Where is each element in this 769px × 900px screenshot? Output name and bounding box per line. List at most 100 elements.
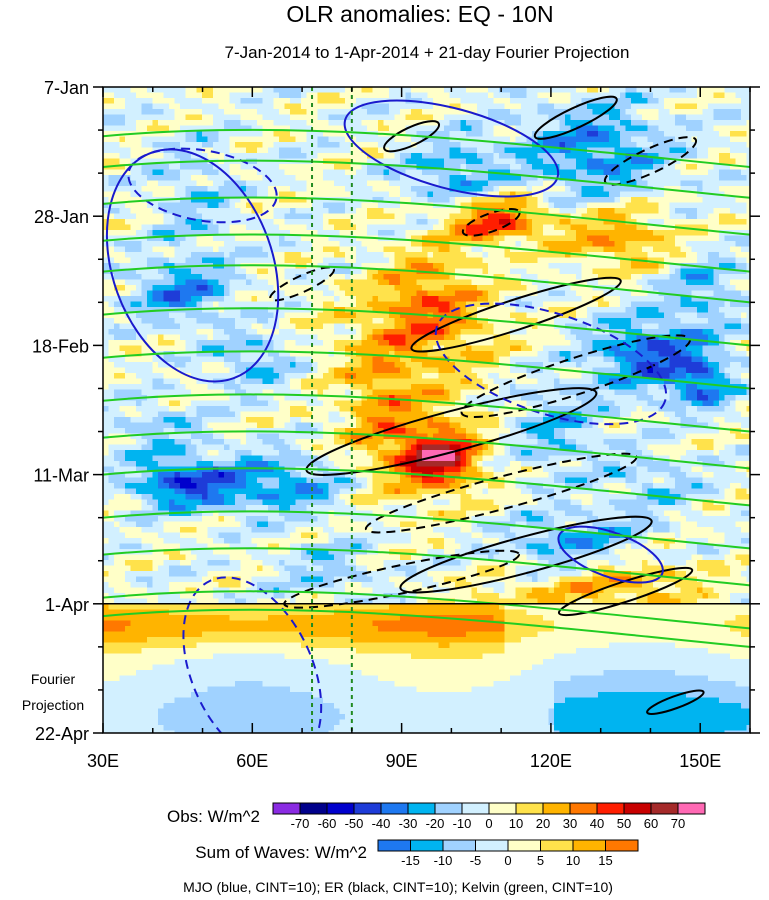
mjo-contour <box>557 525 664 584</box>
colorbar-cell <box>569 802 598 815</box>
y-tick-label: 11-Mar <box>33 466 89 486</box>
colorbar-label: 50 <box>617 816 631 831</box>
y-tick-label: 7-Jan <box>44 78 89 98</box>
obs-colorbar-legend: Obs: W/m^2 -70 -60 -50 -40 -30 -20 -10 0 10 20 30 4… <box>167 802 706 831</box>
colorbar-label: -10 <box>434 853 453 868</box>
colorbar-cell <box>377 839 411 852</box>
x-tick-label: 120E <box>530 751 572 771</box>
x-axis: 30E 60E 90E 120E 150E <box>87 87 751 771</box>
colorbar-label: -5 <box>470 853 482 868</box>
colorbar-label: 40 <box>590 816 604 831</box>
colorbar-cell <box>572 839 606 852</box>
er-contour <box>603 136 698 186</box>
kelvin-contour <box>103 159 750 199</box>
x-tick-label: 150E <box>679 751 721 771</box>
olr-anomaly-field <box>103 87 750 733</box>
colorbar-cell <box>605 839 639 852</box>
colorbar-cell <box>442 839 476 852</box>
colorbar-cell <box>542 802 571 815</box>
er-contour <box>383 120 441 153</box>
kelvin-contour <box>103 307 750 347</box>
colorbar-cell <box>434 802 463 815</box>
projection-label-line2: Projection <box>22 697 84 713</box>
kelvin-contour <box>103 590 750 630</box>
y-tick-label: 28-Jan <box>34 207 89 227</box>
kelvin-contour <box>103 430 750 470</box>
kelvin-contour <box>103 547 750 587</box>
colorbar-cell <box>540 839 574 852</box>
colorbar-cell <box>515 802 544 815</box>
wave-colorbar-legend: Sum of Waves: W/m^2 -15 -10 -5 0 5 10 15 <box>195 839 639 868</box>
colorbar-label: 60 <box>644 816 658 831</box>
mjo-contour <box>182 576 323 733</box>
kelvin-contour <box>103 233 750 273</box>
colorbar-label: 15 <box>598 853 612 868</box>
er-contour <box>269 266 335 302</box>
kelvin-contour <box>103 467 750 507</box>
colorbar-label: 20 <box>536 816 550 831</box>
colorbar-cell <box>407 802 436 815</box>
colorbar-label: 0 <box>485 816 492 831</box>
kelvin-contour <box>103 196 750 236</box>
kelvin-contour <box>103 393 750 433</box>
colorbar-label: -50 <box>345 816 364 831</box>
colorbar-label: -15 <box>401 853 420 868</box>
colorbar-cell <box>623 802 652 815</box>
colorbar-cell <box>461 802 490 815</box>
colorbar-label: -20 <box>426 816 445 831</box>
chart-title: OLR anomalies: EQ - 10N <box>286 1 553 27</box>
mjo-contour <box>343 99 560 198</box>
colorbar-label: 5 <box>537 853 544 868</box>
colorbar-cell <box>507 839 541 852</box>
colorbar-label: 0 <box>504 853 511 868</box>
colorbar-cell <box>299 802 328 815</box>
colorbar-cell <box>410 839 444 852</box>
colorbar-label: -10 <box>453 816 472 831</box>
mjo-contour <box>434 302 668 426</box>
colorbar-cell <box>326 802 355 815</box>
wave-contours <box>103 95 750 733</box>
colorbar-cell <box>353 802 382 815</box>
x-tick-label: 90E <box>386 751 418 771</box>
x-tick-label: 30E <box>87 751 119 771</box>
kelvin-contour <box>103 264 750 304</box>
y-tick-label: 22-Apr <box>35 724 89 744</box>
er-contour <box>646 689 705 715</box>
wave-legend-label: Sum of Waves: W/m^2 <box>195 843 367 862</box>
x-tick-label: 60E <box>236 751 268 771</box>
kelvin-contour <box>103 350 750 390</box>
y-tick-label: 18-Feb <box>32 336 89 356</box>
contour-footer: MJO (blue, CINT=10); ER (black, CINT=10)… <box>183 879 613 895</box>
kelvin-contour <box>103 608 750 648</box>
kelvin-contour <box>103 128 750 168</box>
colorbar-label: -40 <box>372 816 391 831</box>
colorbar-label: 70 <box>671 816 685 831</box>
colorbar-cell <box>475 839 509 852</box>
colorbar-cell <box>596 802 625 815</box>
er-contour <box>305 387 598 476</box>
y-tick-label: 1-Apr <box>45 595 89 615</box>
y-axis: 7-Jan 28-Jan 18-Feb 11-Mar 1-Apr 22-Apr <box>32 78 760 744</box>
projection-label-line1: Fourier <box>31 671 76 687</box>
colorbar-label: 30 <box>563 816 577 831</box>
er-contour <box>557 566 694 617</box>
colorbar-cell <box>650 802 679 815</box>
colorbar-cell <box>272 802 301 815</box>
colorbar-cell <box>380 802 409 815</box>
er-contour <box>533 95 618 140</box>
colorbar-cell <box>488 802 517 815</box>
reference-longitude-lines <box>311 87 353 733</box>
colorbar-label: -30 <box>399 816 418 831</box>
colorbar-label: -70 <box>291 816 310 831</box>
colorbar-cell <box>677 802 706 815</box>
colorbar-label: 10 <box>566 853 580 868</box>
er-contour <box>410 276 622 353</box>
plot-frame <box>102 86 751 734</box>
colorbar-label: -60 <box>318 816 337 831</box>
obs-legend-label: Obs: W/m^2 <box>167 807 260 826</box>
chart-subtitle: 7-Jan-2014 to 1-Apr-2014 + 21-day Fourie… <box>225 43 630 62</box>
er-contour <box>399 515 653 594</box>
kelvin-contour <box>103 510 750 550</box>
